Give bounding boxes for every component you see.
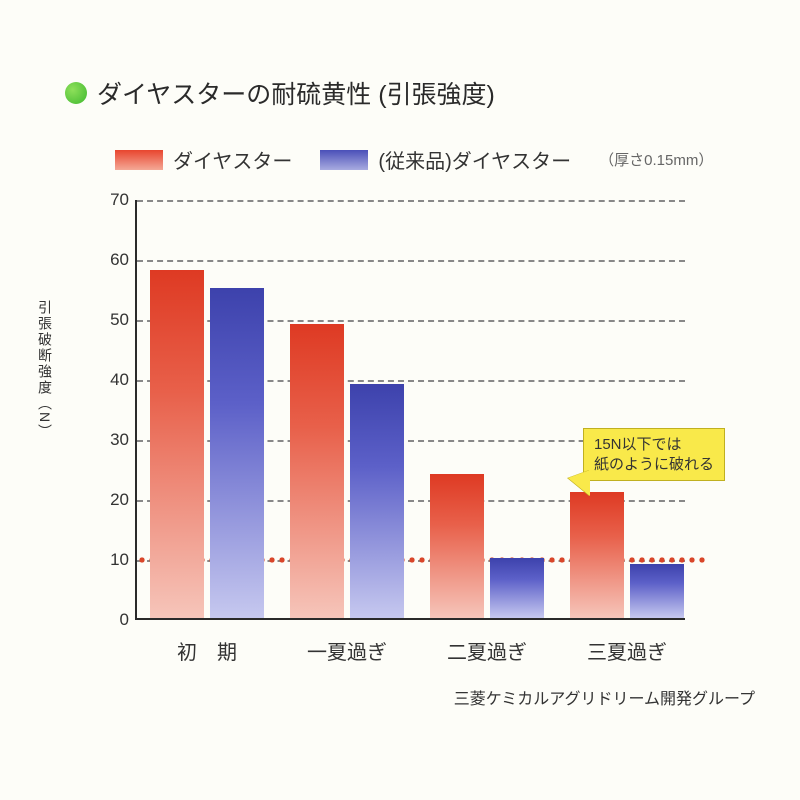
xtick-label: 二夏過ぎ [447, 636, 527, 665]
bar-series1 [290, 324, 344, 618]
bar-series2 [630, 564, 684, 618]
ytick-label: 70 [89, 190, 129, 210]
ytick-label: 20 [89, 490, 129, 510]
callout-tail-icon [568, 470, 590, 496]
ytick-label: 30 [89, 430, 129, 450]
bar-series1 [570, 492, 624, 618]
ytick-label: 10 [89, 550, 129, 570]
legend-swatch-blue [320, 150, 368, 170]
chart-title-row: ダイヤスターの耐硫黄性 (引張強度) [65, 75, 495, 111]
xtick-label: 初 期 [177, 636, 237, 665]
footer-credit: 三菱ケミカルアグリドリーム開発グループ [454, 685, 755, 709]
legend-note: （厚さ0.15mm） [599, 149, 713, 170]
gridline [137, 260, 685, 262]
xtick-label: 三夏過ぎ [587, 636, 667, 665]
y-axis-label: 引張破断強度（N） [35, 300, 55, 440]
chart-title: ダイヤスターの耐硫黄性 (引張強度) [97, 75, 495, 111]
bar-series2 [490, 558, 544, 618]
plot-region: 010203040506070初 期一夏過ぎ二夏過ぎ三夏過ぎ15N以下では紙のよ… [135, 200, 695, 620]
legend-swatch-red [115, 150, 163, 170]
legend: ダイヤスター (従来品)ダイヤスター （厚さ0.15mm） [115, 145, 713, 174]
ytick-label: 40 [89, 370, 129, 390]
bullet-icon [65, 82, 87, 104]
gridline [137, 200, 685, 202]
x-axis [135, 618, 685, 620]
callout: 15N以下では紙のように破れる [583, 428, 725, 481]
ytick-label: 50 [89, 310, 129, 330]
legend-label-1: ダイヤスター [173, 145, 292, 174]
legend-label-2: (従来品)ダイヤスター [378, 145, 571, 174]
bar-series2 [210, 288, 264, 618]
legend-item-2: (従来品)ダイヤスター [320, 145, 571, 174]
callout-line1: 15N以下では [594, 436, 682, 453]
bar-series2 [350, 384, 404, 618]
ytick-label: 0 [89, 610, 129, 630]
bar-series1 [150, 270, 204, 618]
legend-item-1: ダイヤスター [115, 145, 292, 174]
callout-line2: 紙のように破れる [594, 456, 714, 473]
chart-area: 引張破断強度（N） 010203040506070初 期一夏過ぎ二夏過ぎ三夏過ぎ… [105, 200, 725, 620]
bar-series1 [430, 474, 484, 618]
ytick-label: 60 [89, 250, 129, 270]
xtick-label: 一夏過ぎ [307, 636, 387, 665]
